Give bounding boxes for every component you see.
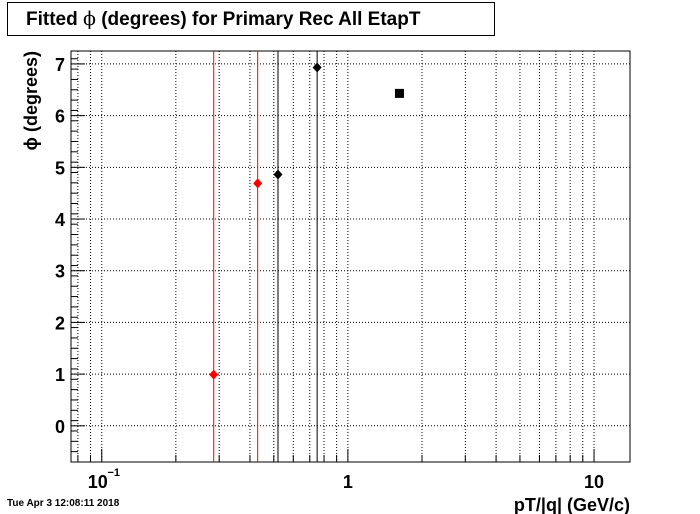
x-tick-label: 10 xyxy=(584,472,604,492)
title-suffix: (degrees) for Primary Rec All EtapT xyxy=(95,9,421,30)
y-tick-label: 3 xyxy=(55,262,65,282)
data-point-diamond xyxy=(312,62,322,73)
x-tick-label: 1 xyxy=(343,472,353,492)
data-point-diamond xyxy=(209,369,219,380)
y-tick-label: 6 xyxy=(55,107,65,127)
y-tick-label: 4 xyxy=(55,210,65,230)
y-tick-label: 7 xyxy=(55,55,65,75)
x-tick-label: 10 xyxy=(88,472,108,492)
plot-frame xyxy=(70,50,631,463)
data-point-diamond xyxy=(273,169,283,180)
chart-title: Fitted ϕ (degrees) for Primary Rec All E… xyxy=(26,8,420,31)
y-tick-label: 1 xyxy=(55,365,65,385)
title-box: Fitted ϕ (degrees) for Primary Rec All E… xyxy=(7,2,495,36)
x-tick-exponent: −1 xyxy=(107,467,120,479)
data-point-diamond xyxy=(253,178,263,189)
data-point-square xyxy=(394,88,404,98)
x-axis-label: pT/|q| (GeV/c) xyxy=(514,495,630,514)
y-axis-label: ϕ (degrees) xyxy=(21,51,41,151)
title-prefix: Fitted xyxy=(26,9,83,30)
y-tick-label: 2 xyxy=(55,313,65,333)
title-phi-symbol: ϕ xyxy=(83,8,96,30)
y-tick-label: 0 xyxy=(55,417,65,437)
timestamp: Tue Apr 3 12:08:11 2018 xyxy=(7,498,120,509)
y-tick-label: 5 xyxy=(55,158,65,178)
